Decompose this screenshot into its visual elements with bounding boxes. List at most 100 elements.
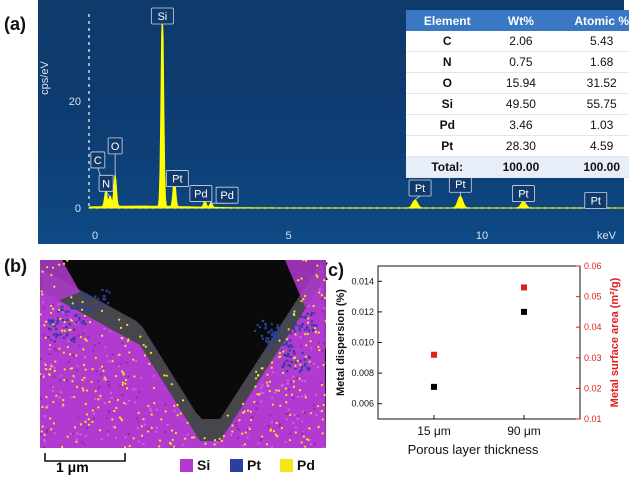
table-row: Pt 28.30 4.59 (406, 135, 629, 157)
legend-label-pd: Pd (297, 457, 315, 473)
element-cell: O (406, 72, 489, 94)
element-cell: N (406, 51, 489, 73)
element-cell: C (406, 31, 489, 52)
panel-label-c: (c) (322, 260, 344, 280)
y-axis-label: cps/eV (39, 61, 51, 95)
surface-area-point (521, 284, 527, 291)
right-tick-label: 0.05 (584, 292, 602, 302)
eds-spectrum-chart: cps/eVkeV020051015CNOSiPtPdPdPtPtPtPt (39, 7, 624, 242)
value-cell: 2.06 (488, 31, 554, 52)
peak-label: Pd (211, 186, 239, 204)
table-row: N 0.75 1.68 (406, 51, 629, 73)
surface-area-point (431, 351, 437, 358)
table-header-cell: Wt% (488, 10, 554, 31)
peak-label: Pt (165, 170, 189, 187)
svg-text:Pt: Pt (455, 179, 465, 191)
svg-text:Pt: Pt (591, 195, 601, 207)
svg-text:Pt: Pt (172, 174, 182, 186)
table-header-cell: Element (406, 10, 489, 31)
value-cell: 5.43 (553, 31, 629, 52)
peak-label: Pd (189, 185, 213, 202)
metal-dispersion-chart: 0.006 0.008 0.010 0.012 0.014 0.01 0.02 0.03 0.0… (335, 261, 621, 457)
palladium-dots (40, 260, 326, 448)
right-tick-label: 0.01 (584, 414, 602, 424)
value-cell: 3.46 (488, 114, 554, 136)
panel-label-b: (b) (4, 256, 27, 276)
value-cell: 100.00 (488, 156, 554, 178)
element-cell: Total: (406, 156, 489, 178)
right-axis-label: Metal surface area (m²/g) (609, 277, 621, 407)
left-tick-label: 0.012 (351, 307, 374, 317)
right-tick-label: 0.03 (584, 353, 602, 363)
value-cell: 55.75 (553, 93, 629, 115)
value-cell: 15.94 (488, 72, 554, 94)
peak-label: Si (150, 7, 174, 25)
left-axis-label: Metal dispersion (%) (335, 289, 347, 396)
pore-haze-region (40, 260, 326, 445)
silicon-region-top-left (40, 260, 80, 308)
legend-label-si: Si (197, 457, 211, 473)
table-row: Si 49.50 55.75 (406, 93, 629, 115)
y-tick-label: 0 (75, 203, 81, 215)
dispersion-point (431, 383, 437, 390)
x-tick-label: 90 μm (507, 424, 541, 438)
legend-swatch-si (180, 459, 193, 472)
value-cell: 1.68 (553, 51, 629, 73)
element-cell: Pt (406, 135, 489, 157)
left-tick-label: 0.010 (351, 338, 374, 348)
legend-swatch-pt (230, 459, 243, 472)
x-tick-label: 15 μm (417, 424, 451, 438)
legend-label-pt: Pt (247, 457, 261, 473)
peak-label: Pt (448, 175, 472, 197)
peak-label: N (98, 174, 114, 198)
right-tick-label: 0.06 (584, 261, 602, 271)
value-cell: 0.75 (488, 51, 554, 73)
left-tick-label: 0.014 (351, 276, 374, 286)
peak-label: Pt (584, 191, 608, 209)
table-row: C 2.06 5.43 (406, 31, 629, 52)
value-cell: 100.00 (553, 156, 629, 178)
peak-label: O (107, 137, 123, 176)
svg-text:O: O (111, 141, 120, 153)
x-tick-label: 5 (285, 230, 291, 242)
value-cell: 4.59 (553, 135, 629, 157)
dispersion-point (521, 308, 527, 315)
silicon-texture (40, 288, 326, 448)
svg-text:Si: Si (157, 11, 167, 23)
eds-spectrum-panel: cps/eVkeV020051015CNOSiPtPdPdPtPtPtPt El… (38, 0, 629, 244)
left-tick-label: 0.006 (351, 399, 374, 409)
spectrum-line (88, 15, 624, 209)
table-header-cell: Atomic % (553, 10, 629, 31)
table-row: Total: 100.00 100.00 (406, 156, 629, 178)
elemental-map-render (40, 260, 326, 448)
plot-frame (377, 265, 581, 420)
element-composition-table: Element Wt% Atomic % C 2.06 5.43 N 0.75 1.68 O 15… (406, 10, 629, 178)
right-tick-label: 0.02 (584, 383, 602, 393)
scale-bar-label: 1 μm (56, 459, 89, 475)
svg-text:N: N (102, 178, 110, 190)
value-cell: 1.03 (553, 114, 629, 136)
x-axis-label: keV (597, 230, 617, 242)
table-row: O 15.94 31.52 (406, 72, 629, 94)
peak-label: Pt (512, 185, 535, 202)
scale-bar (44, 453, 126, 462)
value-cell: 49.50 (488, 93, 554, 115)
x-tick-label: 0 (92, 230, 98, 242)
element-cell: Si (406, 93, 489, 115)
y-tick-label: 20 (69, 96, 81, 108)
value-cell: 28.30 (488, 135, 554, 157)
elemental-map-image (40, 260, 326, 448)
legend-swatch-pd (280, 459, 293, 472)
peak-label: Pt (408, 179, 432, 201)
svg-text:C: C (94, 155, 102, 167)
svg-text:Pt: Pt (518, 189, 528, 201)
panel-label-a: (a) (4, 14, 26, 34)
table-row: Pd 3.46 1.03 (406, 114, 629, 136)
left-tick-label: 0.008 (351, 368, 374, 378)
svg-text:Pd: Pd (194, 189, 207, 201)
value-cell: 31.52 (553, 72, 629, 94)
element-cell: Pd (406, 114, 489, 136)
svg-text:Pd: Pd (220, 190, 233, 202)
x-tick-label: 10 (476, 230, 488, 242)
svg-text:Pt: Pt (415, 183, 425, 195)
